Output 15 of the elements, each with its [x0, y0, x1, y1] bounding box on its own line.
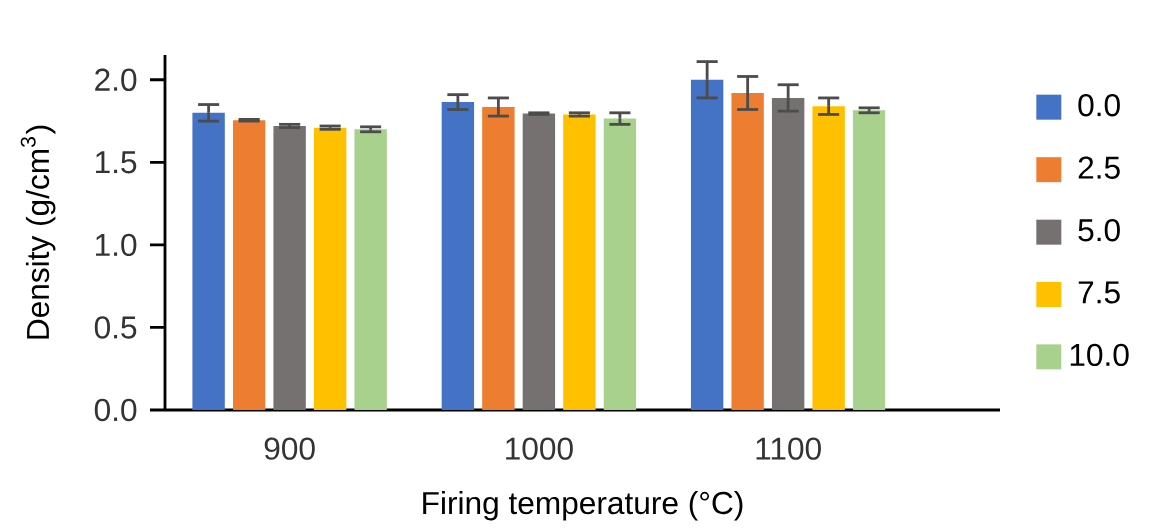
- y-axis-title: Density (g/cm$^{3}$): [20, 125, 56, 339]
- y-tick-label: 1.5: [96, 151, 137, 174]
- x-tick-label: 1000: [506, 437, 573, 460]
- legend-label: 2.5: [1078, 156, 1120, 179]
- x-tick-label: 900: [264, 437, 315, 460]
- x-axis-title: Firing temperature (°C): [423, 490, 743, 521]
- y-tick-label: 1.0: [96, 233, 137, 257]
- legend-label: 7.5: [1078, 281, 1120, 304]
- y-tick-label: 0.0: [94, 398, 137, 422]
- legend-label: 10.0: [1070, 343, 1129, 367]
- y-tick-label: 2.0: [95, 68, 137, 91]
- legend-label: 5.0: [1078, 218, 1120, 242]
- legend-label: 0.0: [1078, 93, 1120, 117]
- x-tick-label: 1100: [756, 437, 821, 460]
- y-tick-label: 0.5: [94, 316, 137, 339]
